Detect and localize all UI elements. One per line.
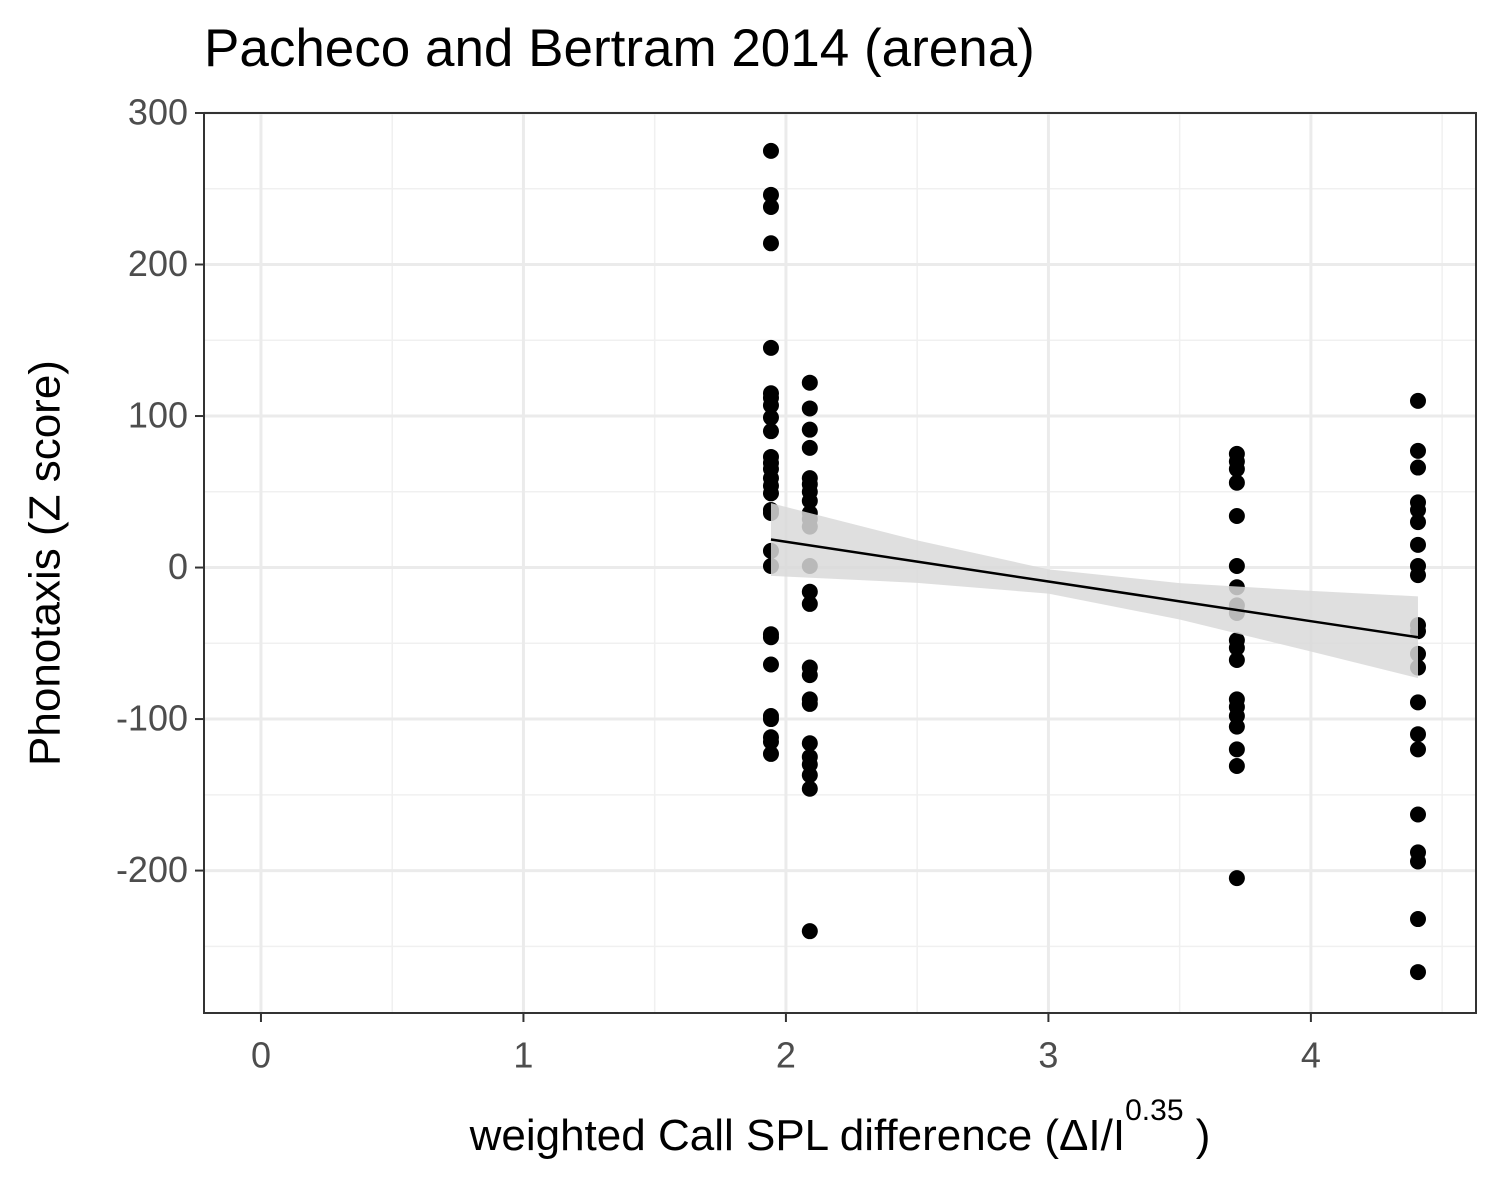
point (762, 186, 779, 203)
point (801, 767, 818, 784)
point (1409, 514, 1426, 531)
point (1409, 806, 1426, 823)
point (762, 397, 779, 414)
point (801, 735, 818, 752)
x-axis-title: weighted Call SPL difference (ΔI/I0.35 ) (469, 1094, 1211, 1160)
x-tick-label: 1 (513, 1035, 533, 1076)
point (1228, 870, 1245, 887)
point (762, 423, 779, 440)
point (1228, 558, 1245, 575)
point (762, 142, 779, 159)
point (1228, 508, 1245, 525)
point (1228, 651, 1245, 668)
confidence-band (770, 503, 1418, 679)
point (801, 583, 818, 600)
x-axis-title-superscript: 0.35 (1125, 1094, 1183, 1127)
point (1409, 741, 1426, 758)
plot-border (203, 112, 1477, 1014)
point (1228, 718, 1245, 735)
point (1409, 392, 1426, 409)
point (762, 733, 779, 750)
point (1409, 567, 1426, 584)
y-axis-title: Phonotaxis (Z score) (21, 360, 70, 766)
x-tick-label: 0 (251, 1035, 271, 1076)
point (801, 595, 818, 612)
point (762, 235, 779, 252)
point (801, 439, 818, 456)
point (762, 409, 779, 426)
point (1409, 726, 1426, 743)
point (1228, 758, 1245, 775)
chart-title: Pacheco and Bertram 2014 (arena) (204, 19, 1035, 78)
y-tick-label: 100 (128, 395, 188, 436)
y-tick-label: -200 (116, 849, 188, 890)
point (801, 374, 818, 391)
point (1228, 461, 1245, 478)
point (762, 745, 779, 762)
point (762, 711, 779, 728)
point (1409, 536, 1426, 553)
point (1409, 964, 1426, 981)
point (801, 667, 818, 684)
x-tick-label: 3 (1038, 1035, 1058, 1076)
point (801, 923, 818, 940)
point (1409, 459, 1426, 476)
point (1228, 474, 1245, 491)
point (801, 780, 818, 797)
point (1228, 639, 1245, 656)
point (1409, 694, 1426, 711)
point (1409, 911, 1426, 928)
x-tick-label: 4 (1301, 1035, 1321, 1076)
y-tick-label: 0 (168, 546, 188, 587)
y-tick-label: -100 (116, 698, 188, 739)
point (1409, 853, 1426, 870)
point (1228, 741, 1245, 758)
point (801, 695, 818, 712)
point (801, 400, 818, 417)
y-tick-label: 300 (128, 92, 188, 133)
point (801, 421, 818, 438)
point (762, 339, 779, 356)
point (801, 492, 818, 509)
fit-line (770, 538, 1419, 639)
point (1409, 442, 1426, 459)
point (1409, 501, 1426, 518)
point (762, 485, 779, 502)
point (762, 629, 779, 646)
point (762, 198, 779, 215)
x-axis-title-suffix: ) (1184, 1111, 1211, 1160)
point (762, 656, 779, 673)
x-axis-title-text: weighted Call SPL difference (ΔI/I (469, 1111, 1126, 1160)
y-tick-label: 200 (128, 243, 188, 284)
x-tick-label: 2 (776, 1035, 796, 1076)
